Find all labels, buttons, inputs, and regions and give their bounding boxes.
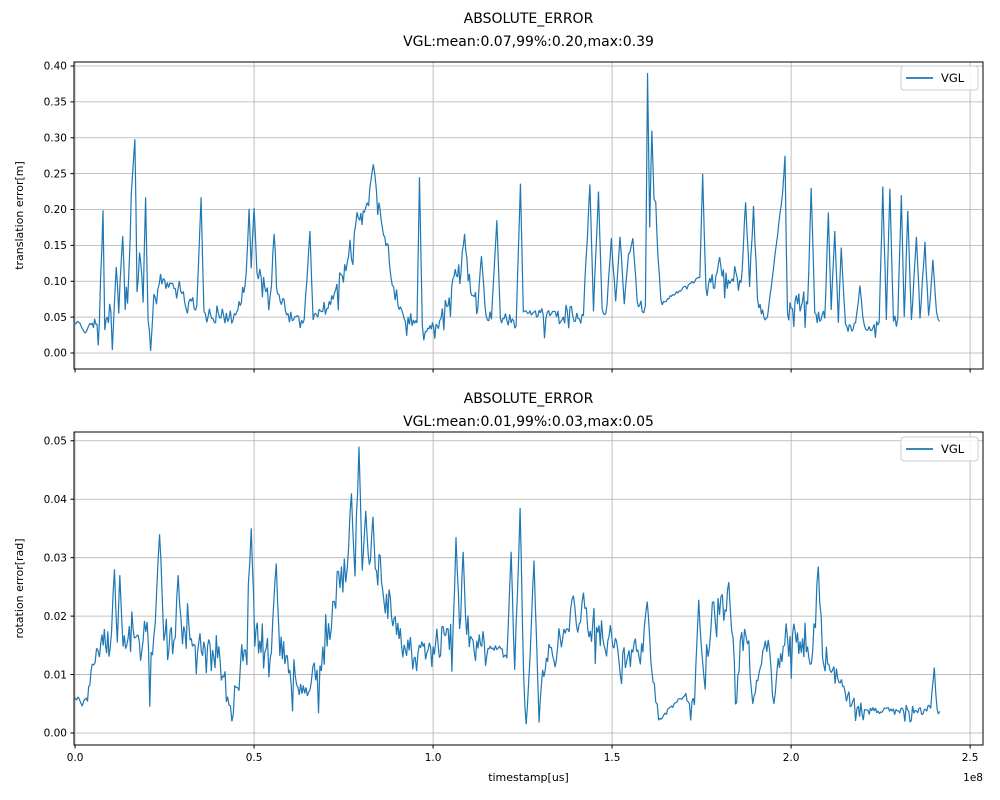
y-tick-label: 0.03 [44,552,67,564]
bottom-chart-subtitle: VGL:mean:0.01,99%:0.03,max:0.05 [403,414,654,430]
y-tick-label: 0.01 [44,669,67,681]
y-tick-label: 0.05 [44,312,67,324]
legend-box [900,65,979,91]
axes: 0.00 0.05 0.10 0.15 0.20 0.25 0.30 0.35 0.40 [44,61,984,373]
legend-label: VGL [941,442,965,456]
axes-spines [73,61,984,370]
legend-label: VGL [941,71,965,85]
y-tick-label: 0.00 [44,728,67,740]
x-tick-label: 0.0 [67,752,84,764]
y-tick-label: 0.35 [44,97,67,109]
x-axis-offset-label: 1e8 [963,772,983,784]
vgl-series-line [74,446,941,725]
y-tick-label: 0.02 [44,611,67,623]
vgl-series-line [74,73,941,351]
x-tick-label: 2.5 [962,752,979,764]
grid [74,62,983,369]
x-tick-label: 2.0 [783,752,800,764]
x-tick-label: 1.0 [425,752,442,764]
bottom-chart-title: ABSOLUTE_ERROR [464,391,594,407]
legend: VGL [900,436,979,462]
y-tick-label: 0.04 [44,494,68,506]
series-layer [74,73,941,351]
y-tick-label: 0.15 [44,240,67,252]
top-chart-title: ABSOLUTE_ERROR [464,11,594,27]
y-tick-label: 0.10 [44,276,67,288]
y-axis-label-translation: translation error[m] [13,161,26,270]
axes-spines [73,431,984,746]
y-axis-label-rotation: rotation error[rad] [13,538,26,638]
top-chart-subtitle: VGL:mean:0.07,99%:0.20,max:0.39 [403,34,654,50]
y-tick-label: 0.20 [44,204,67,216]
translation-error-plot: 0.00 0.05 0.10 0.15 0.20 0.25 0.30 0.35 0.40 ABS… [13,11,984,373]
y-tick-label: 0.00 [44,348,67,360]
axes: 0.0 0.5 1.0 1.5 2.0 2.5 0.00 0.01 0.02 0.03 0.04 0.… [44,431,984,764]
y-tick-label: 0.25 [44,168,67,180]
x-axis-label: timestamp[us] [488,771,569,784]
series-layer [74,446,941,725]
x-tick-label: 1.5 [604,752,621,764]
y-tick-label: 0.05 [44,435,67,447]
legend-box [900,436,979,462]
legend: VGL [900,65,979,91]
y-tick-label: 0.40 [44,61,67,73]
x-tick-label: 0.5 [246,752,263,764]
y-tick-label: 0.30 [44,132,67,144]
rotation-error-plot: 0.0 0.5 1.0 1.5 2.0 2.5 0.00 0.01 0.02 0.03 0.04 0.… [13,391,984,784]
